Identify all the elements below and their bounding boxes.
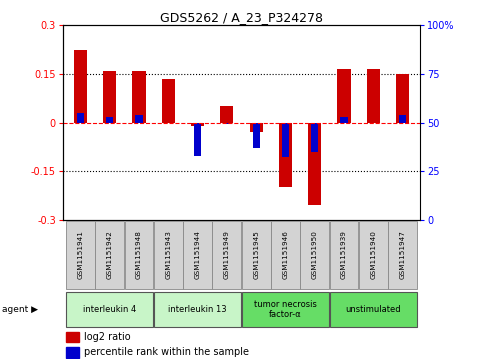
Text: GSM1151942: GSM1151942 bbox=[107, 231, 113, 280]
Bar bbox=[162, 79, 175, 122]
Bar bbox=[300, 221, 329, 289]
Bar bbox=[66, 292, 153, 327]
Bar bbox=[74, 50, 87, 122]
Bar bbox=[341, 117, 348, 122]
Bar bbox=[77, 113, 84, 122]
Bar bbox=[103, 71, 116, 122]
Bar bbox=[338, 69, 351, 122]
Bar bbox=[282, 122, 289, 158]
Text: GSM1151949: GSM1151949 bbox=[224, 231, 230, 280]
Bar bbox=[154, 292, 241, 327]
Bar bbox=[396, 74, 409, 122]
Bar bbox=[279, 122, 292, 187]
Text: unstimulated: unstimulated bbox=[345, 305, 401, 314]
Bar bbox=[253, 122, 260, 148]
Bar bbox=[154, 221, 183, 289]
Text: GSM1151939: GSM1151939 bbox=[341, 231, 347, 280]
Bar bbox=[223, 122, 230, 125]
Text: GSM1151950: GSM1151950 bbox=[312, 231, 318, 280]
Bar bbox=[95, 221, 124, 289]
Bar bbox=[242, 221, 270, 289]
Bar bbox=[194, 122, 201, 155]
Bar bbox=[330, 221, 358, 289]
Text: interleukin 13: interleukin 13 bbox=[168, 305, 227, 314]
Bar bbox=[191, 122, 204, 126]
Text: tumor necrosis
factor-α: tumor necrosis factor-α bbox=[254, 300, 317, 319]
Bar bbox=[359, 221, 388, 289]
Bar bbox=[183, 221, 212, 289]
Bar bbox=[66, 332, 79, 342]
Bar bbox=[135, 115, 142, 122]
Text: GSM1151945: GSM1151945 bbox=[253, 231, 259, 280]
Text: log2 ratio: log2 ratio bbox=[84, 332, 131, 342]
Bar bbox=[242, 292, 329, 327]
Bar bbox=[66, 347, 79, 358]
Bar bbox=[220, 106, 233, 122]
Bar bbox=[367, 69, 380, 122]
Bar bbox=[213, 221, 241, 289]
Text: GSM1151943: GSM1151943 bbox=[165, 231, 171, 280]
Text: agent ▶: agent ▶ bbox=[2, 305, 39, 314]
Title: GDS5262 / A_23_P324278: GDS5262 / A_23_P324278 bbox=[160, 11, 323, 24]
Bar bbox=[399, 115, 406, 122]
Bar bbox=[132, 71, 145, 122]
Bar bbox=[388, 221, 417, 289]
Bar bbox=[106, 117, 114, 122]
Text: interleukin 4: interleukin 4 bbox=[83, 305, 136, 314]
Bar bbox=[66, 221, 95, 289]
Text: GSM1151941: GSM1151941 bbox=[77, 231, 84, 280]
Text: percentile rank within the sample: percentile rank within the sample bbox=[84, 347, 249, 357]
Text: GSM1151947: GSM1151947 bbox=[399, 231, 406, 280]
Text: GSM1151948: GSM1151948 bbox=[136, 231, 142, 280]
Text: GSM1151940: GSM1151940 bbox=[370, 231, 376, 280]
Text: GSM1151946: GSM1151946 bbox=[283, 231, 288, 280]
Bar bbox=[311, 122, 318, 152]
Text: GSM1151944: GSM1151944 bbox=[195, 231, 200, 280]
Bar bbox=[250, 122, 263, 132]
Bar bbox=[125, 221, 153, 289]
Bar bbox=[330, 292, 417, 327]
Bar bbox=[308, 122, 321, 205]
Bar bbox=[271, 221, 300, 289]
